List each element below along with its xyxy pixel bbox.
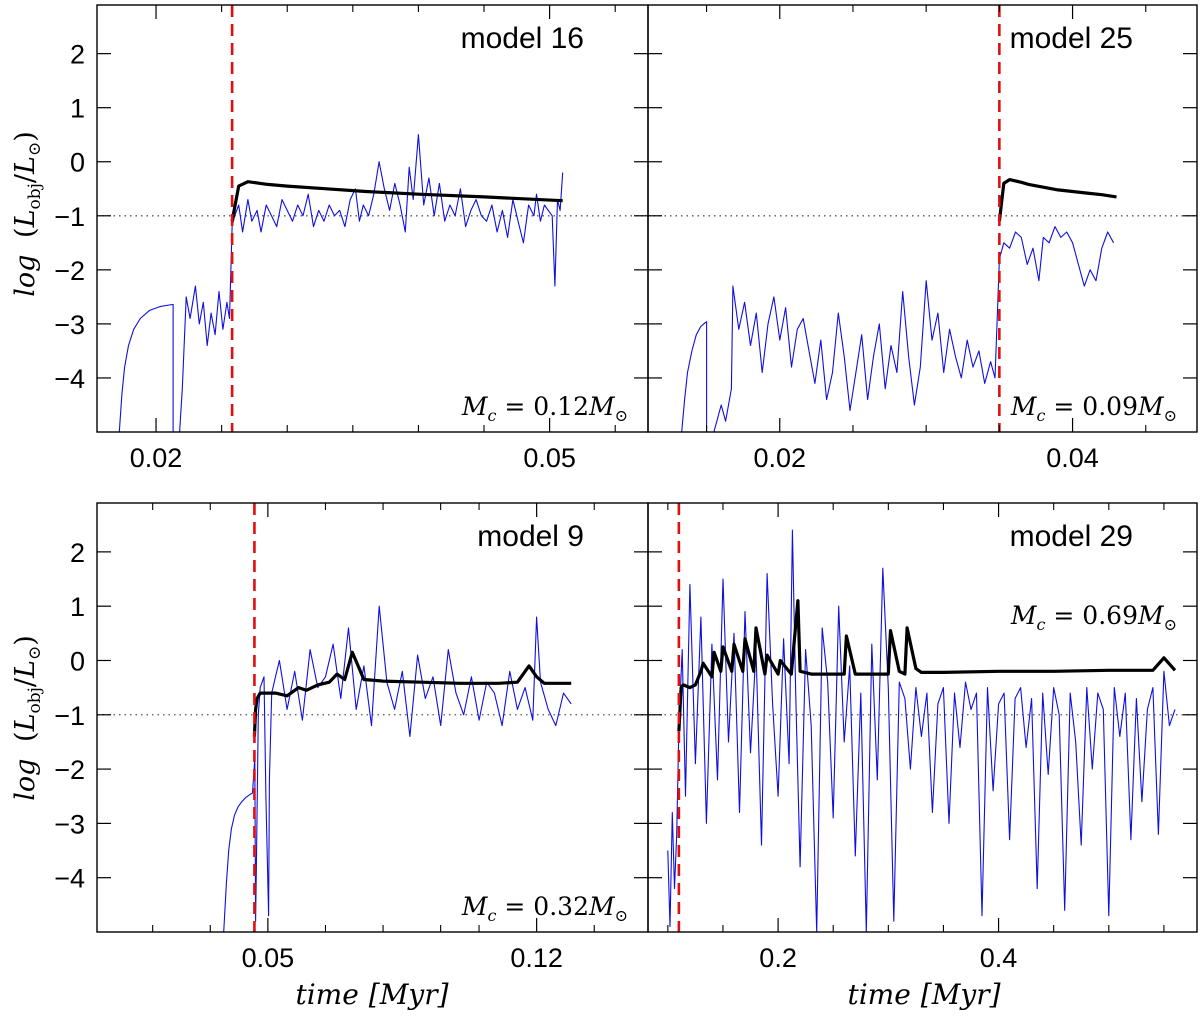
model-title: model 9 (477, 520, 584, 553)
x-tick-label: 0.4 (980, 943, 1018, 973)
y-tick-label: 2 (70, 538, 85, 568)
plot-frame (96, 4, 649, 433)
model-luminosity-line (997, 178, 1117, 222)
y-tick-label: −3 (54, 310, 85, 340)
x-tick-label: 0.02 (130, 443, 183, 473)
panel-3: 2 1 0 −1 −2 −3 −4 0.05 0.12 model 9 Mc = 0.32M⊙ (54, 502, 649, 973)
model-title: model 29 (1010, 520, 1133, 553)
x-tick-label: 0.05 (242, 943, 295, 973)
accretion-luminosity-line (223, 605, 572, 932)
plot-area (681, 178, 1117, 432)
mass-annotation: Mc = 0.69M⊙ (1010, 601, 1177, 634)
model-title: model 16 (461, 22, 584, 55)
y-tick-label: −4 (54, 864, 85, 894)
mass-annotation: Mc = 0.32M⊙ (461, 892, 628, 925)
y-tick-label: −4 (54, 364, 85, 394)
accretion-luminosity-line (118, 134, 564, 432)
plot-area (223, 605, 572, 932)
model-luminosity-line (252, 650, 572, 737)
x-tick-label: 0.04 (1046, 443, 1099, 473)
svg-text:log (Lobj/L⊙): log (Lobj/L⊙) (10, 131, 45, 297)
plot-frame (647, 502, 1198, 933)
mass-annotation: Mc = 0.09M⊙ (1010, 392, 1177, 425)
x-tick-label: 0.12 (510, 943, 563, 973)
y-tick-label: 0 (70, 148, 85, 178)
y-tick-label: 1 (70, 94, 85, 124)
plot-area (667, 529, 1177, 932)
panel-1: 2 1 0 −1 −2 −3 −4 0.02 0.05 model 16 Mc = 0.12M⊙ (54, 4, 649, 473)
accretion-luminosity-line (667, 529, 1176, 932)
mass-annotation: Mc = 0.12M⊙ (461, 392, 628, 425)
panel-4: 0.2 0.4 model 29 Mc = 0.69M⊙ (647, 502, 1198, 973)
model-luminosity-line (677, 599, 1177, 732)
panel-2: 0.02 0.04 model 25 Mc = 0.09M⊙ (647, 4, 1198, 473)
accretion-luminosity-line (681, 226, 1115, 432)
ylabel-bottom: log (Lobj/L⊙) (10, 635, 45, 801)
y-tick-label: 1 (70, 592, 85, 622)
y-tick-label: −2 (54, 755, 85, 785)
xlabel-right: time [Myr] (847, 978, 1000, 1011)
y-tick-label: −2 (54, 256, 85, 286)
svg-text:log (Lobj/L⊙): log (Lobj/L⊙) (10, 635, 45, 801)
y-tick-label: −1 (54, 202, 85, 232)
x-tick-label: 0.02 (753, 443, 806, 473)
y-tick-label: 0 (70, 646, 85, 676)
model-title: model 25 (1010, 22, 1133, 55)
y-tick-label: −1 (54, 701, 85, 731)
xlabel-left: time [Myr] (295, 978, 448, 1011)
y-tick-label: −3 (54, 809, 85, 839)
y-tick-label: 2 (70, 40, 85, 70)
plot-frame (647, 4, 1198, 433)
model-luminosity-line (230, 180, 563, 222)
x-tick-label: 0.2 (759, 943, 797, 973)
plot-area (118, 134, 564, 432)
x-tick-label: 0.05 (523, 443, 576, 473)
ylabel-top: log (Lobj/L⊙) (10, 131, 45, 297)
